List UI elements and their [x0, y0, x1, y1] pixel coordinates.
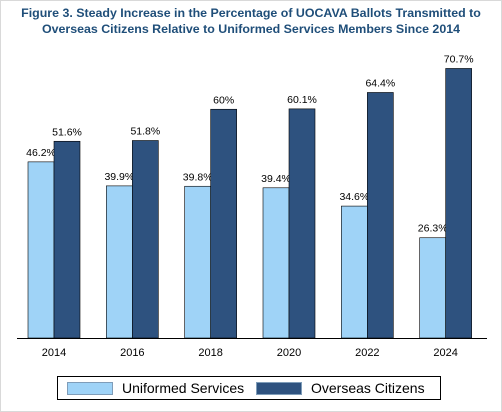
data-label-overseas-citizens-2024: 70.7%: [444, 53, 474, 65]
legend-swatch-uniformed-services: [67, 382, 113, 395]
data-label-overseas-citizens-2016: 51.8%: [130, 126, 160, 138]
bar-overseas-citizens-2014: [53, 140, 81, 339]
data-label-overseas-citizens-2020: 60.1%: [287, 94, 317, 106]
data-label-uniformed-services-2020: 39.4%: [261, 173, 291, 185]
legend-label-overseas-citizens: Overseas Citizens: [311, 380, 425, 396]
bar-overseas-citizens-2020: [288, 108, 316, 339]
bar-overseas-citizens-2022: [367, 92, 394, 339]
bar-overseas-citizens-2024: [445, 68, 472, 339]
bar-uniformed-services-2022: [341, 205, 368, 339]
chart-legend: Uniformed Services Overseas Citizens: [57, 376, 441, 400]
data-label-overseas-citizens-2014: 51.6%: [52, 126, 82, 138]
legend-label-uniformed-services: Uniformed Services: [122, 380, 245, 396]
bar-uniformed-services-2020: [262, 187, 290, 339]
x-tick-label-2016: 2016: [120, 347, 144, 359]
x-tick-label-2014: 2014: [42, 347, 66, 359]
bar-overseas-citizens-2018: [210, 108, 237, 339]
data-label-uniformed-services-2022: 34.6%: [339, 191, 369, 203]
bar-uniformed-services-2018: [184, 185, 211, 339]
data-label-uniformed-services-2024: 26.3%: [418, 223, 448, 235]
x-tick-label-2020: 2020: [277, 347, 301, 359]
x-tick-label-2022: 2022: [355, 347, 379, 359]
data-label-uniformed-services-2014: 46.2%: [26, 147, 56, 159]
data-label-overseas-citizens-2022: 64.4%: [365, 77, 395, 89]
bar-uniformed-services-2016: [106, 185, 133, 339]
chart-title: Figure 3. Steady Increase in the Percent…: [21, 6, 481, 36]
x-tick-label-2018: 2018: [198, 347, 222, 359]
bar-uniformed-services-2014: [27, 161, 55, 339]
data-label-uniformed-services-2018: 39.8%: [183, 171, 213, 183]
bar-overseas-citizens-2016: [132, 140, 159, 339]
data-label-overseas-citizens-2018: 60%: [213, 94, 234, 106]
data-label-uniformed-services-2016: 39.9%: [104, 171, 134, 183]
bar-uniformed-services-2024: [419, 237, 446, 339]
x-tick-label-2024: 2024: [433, 347, 457, 359]
legend-swatch-overseas-citizens: [256, 382, 302, 395]
